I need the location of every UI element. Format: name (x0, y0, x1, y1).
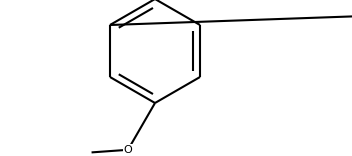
Text: O: O (124, 145, 132, 155)
